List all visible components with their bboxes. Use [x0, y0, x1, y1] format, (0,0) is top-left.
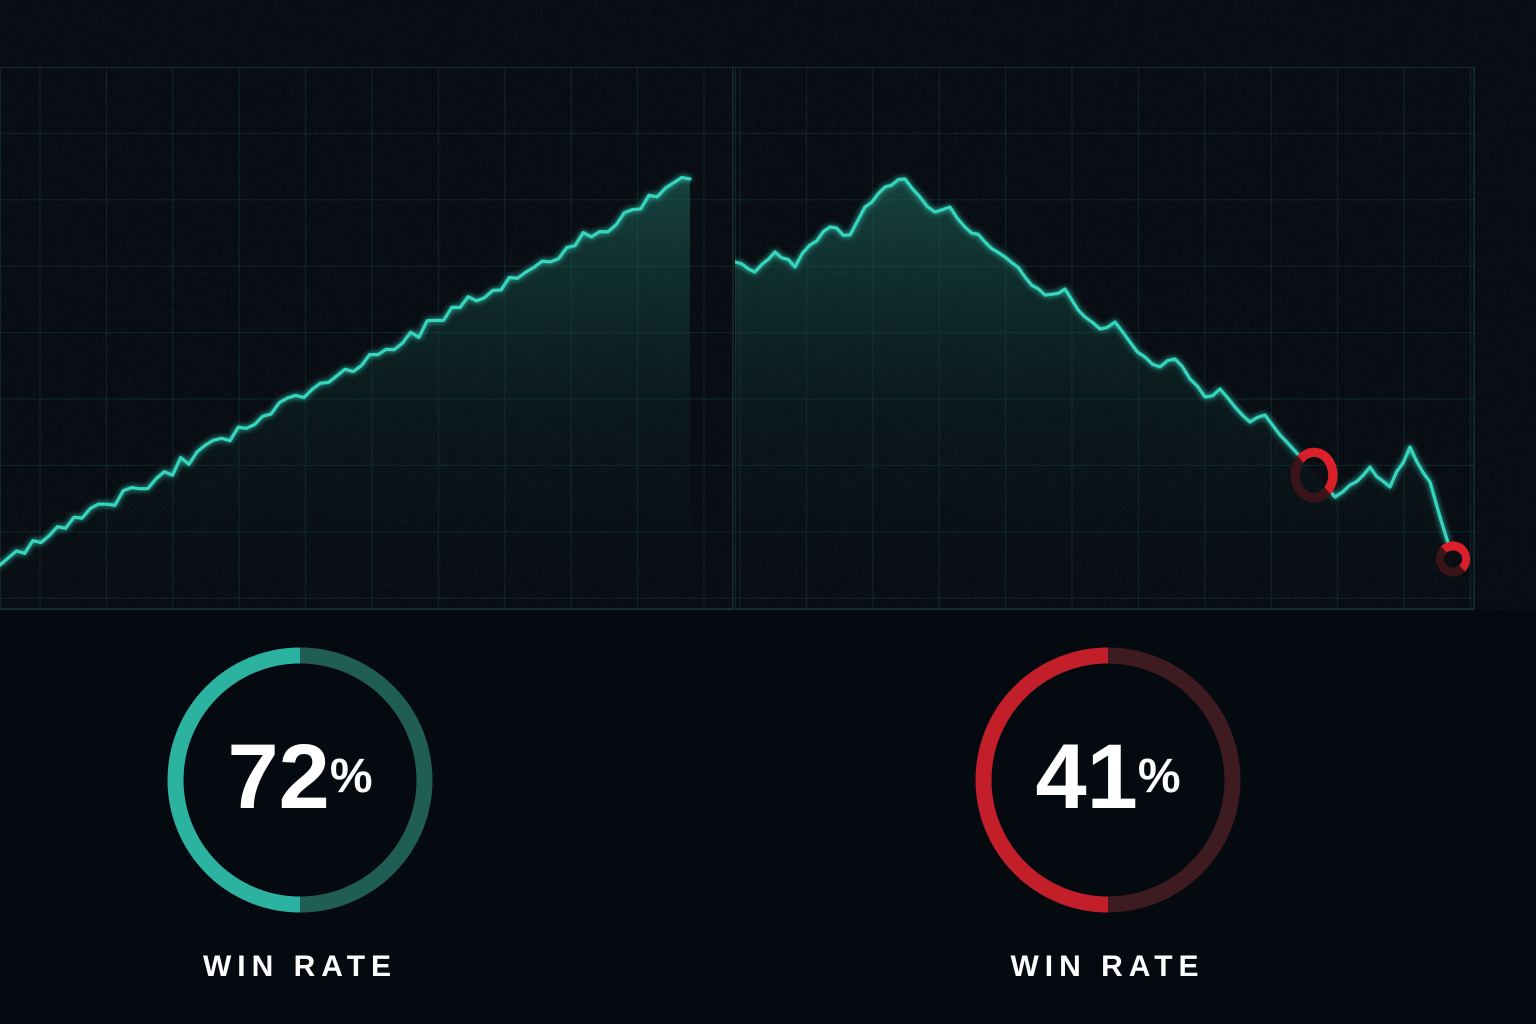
svg-text:72%: 72%: [227, 726, 372, 828]
svg-text:41%: 41%: [1035, 726, 1180, 828]
